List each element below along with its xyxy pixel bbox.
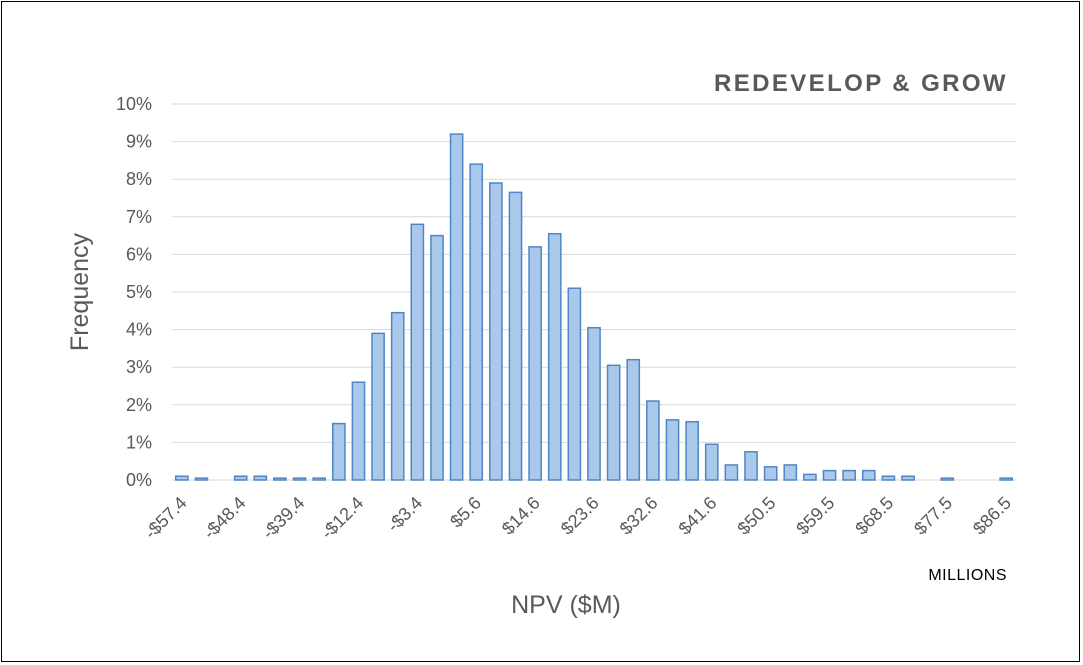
- histogram-bar: [704, 443, 719, 481]
- x-tick-label: $77.5: [910, 493, 956, 539]
- histogram-bar: [803, 473, 817, 481]
- histogram-bar: [763, 466, 778, 481]
- y-tick-label: 4%: [126, 320, 152, 340]
- histogram-bar: [744, 451, 758, 481]
- y-tick-label: 5%: [126, 282, 152, 302]
- y-tick-label: 8%: [126, 169, 152, 189]
- histogram-bar: [174, 475, 189, 481]
- x-tick-label: $41.6: [675, 493, 721, 539]
- histogram-bar: [292, 477, 307, 481]
- histogram-bar: [861, 469, 876, 481]
- histogram-bar: [822, 469, 837, 481]
- histogram-bar: [881, 475, 896, 481]
- x-tick-label: $86.5: [969, 493, 1015, 539]
- y-tick-label: 9%: [126, 132, 152, 152]
- histogram-bar: [508, 191, 523, 481]
- histogram-bar: [606, 364, 621, 481]
- y-axis-title: Frequency: [66, 232, 94, 351]
- bars: [174, 133, 1014, 481]
- histogram-bar: [332, 422, 346, 481]
- chart-title: REDEVELOP & GROW: [714, 70, 1008, 97]
- histogram-bar: [351, 381, 366, 481]
- y-tick-label: 2%: [126, 395, 152, 415]
- x-tick-label: -$12.4: [317, 493, 367, 543]
- y-axis-ticks: 0% 1% 2% 3% 4% 5% 6% 7% 8% 9% 10%: [116, 94, 152, 490]
- x-tick-label: $50.5: [733, 493, 779, 539]
- histogram-bar: [430, 234, 444, 481]
- histogram-bar: [273, 477, 287, 481]
- y-tick-label: 3%: [126, 357, 152, 377]
- x-tick-label: -$57.4: [140, 493, 190, 543]
- histogram-bar: [685, 420, 699, 481]
- y-tick-label: 0%: [126, 470, 152, 490]
- histogram-bar: [371, 332, 385, 481]
- x-tick-label: -$3.4: [383, 493, 426, 536]
- y-tick-label: 6%: [126, 244, 152, 264]
- x-tick-label: -$48.4: [199, 493, 249, 543]
- histogram-bar: [587, 326, 601, 481]
- histogram-bar: [489, 182, 503, 481]
- x-tick-label: $14.6: [498, 493, 544, 539]
- histogram-bar: [999, 477, 1014, 481]
- histogram-bar: [547, 232, 562, 481]
- histogram-bar: [233, 475, 248, 481]
- x-tick-label: $59.5: [792, 493, 838, 539]
- histogram-bar: [469, 163, 484, 481]
- y-tick-label: 10%: [116, 94, 152, 114]
- x-tick-label: -$39.4: [258, 493, 308, 543]
- histogram-bar: [646, 400, 660, 481]
- x-axis-title: NPV ($M): [511, 591, 621, 619]
- units-label: MILLIONS: [928, 567, 1007, 584]
- y-tick-label: 7%: [126, 207, 152, 227]
- histogram-bar: [665, 419, 680, 481]
- histogram-bar: [901, 475, 915, 481]
- histogram-bar: [783, 464, 798, 481]
- histogram-bar: [626, 358, 641, 481]
- x-axis-ticks: -$57.4 -$48.4 -$39.4 -$12.4 -$3.4 $5.6 $14.6 $2…: [140, 493, 1015, 543]
- histogram-bar: [449, 133, 464, 481]
- y-tick-label: 1%: [126, 432, 152, 452]
- histogram-bar: [940, 477, 955, 481]
- x-tick-label: $68.5: [851, 493, 897, 539]
- histogram-bar: [253, 475, 268, 481]
- histogram-bar: [842, 469, 856, 481]
- x-tick-label: $23.6: [557, 493, 603, 539]
- histogram-bar: [724, 464, 739, 481]
- histogram-bar: [567, 287, 582, 481]
- histogram-bar: [312, 477, 327, 481]
- histogram-bar: [410, 223, 425, 481]
- histogram-bar: [528, 246, 542, 481]
- histogram-bar: [194, 477, 209, 481]
- x-tick-label: $5.6: [446, 493, 485, 532]
- x-tick-label: $32.6: [616, 493, 662, 539]
- histogram-bar: [390, 311, 405, 481]
